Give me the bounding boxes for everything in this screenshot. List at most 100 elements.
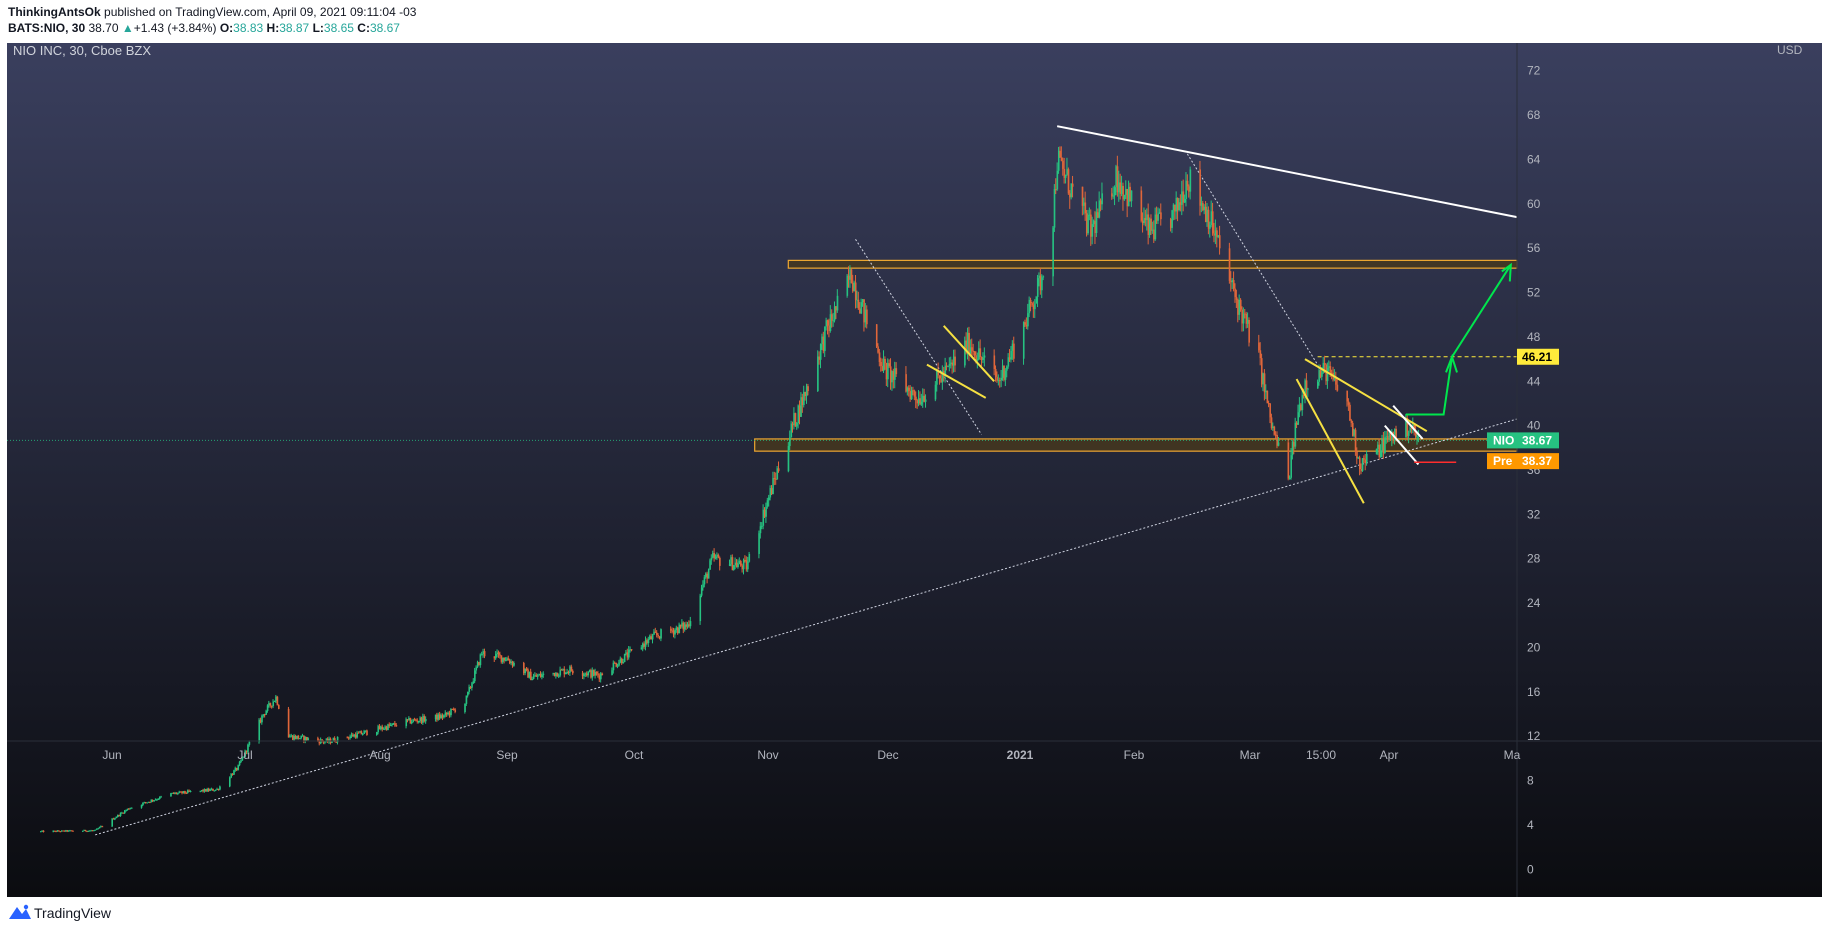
candle-body bbox=[1202, 203, 1204, 211]
y-tick-label: 20 bbox=[1527, 640, 1541, 654]
candle-body bbox=[922, 395, 924, 402]
candle-body bbox=[1070, 183, 1073, 198]
candle-body bbox=[1277, 442, 1280, 446]
candle-body bbox=[539, 674, 542, 678]
candle-body bbox=[1171, 210, 1173, 228]
candle-body bbox=[700, 587, 703, 596]
candle-body bbox=[744, 559, 746, 561]
candle-body bbox=[803, 392, 805, 406]
candle-body bbox=[588, 670, 591, 672]
candle-body bbox=[563, 669, 566, 675]
candle-body bbox=[1319, 370, 1322, 377]
candle-body bbox=[1022, 322, 1025, 359]
candle-body bbox=[714, 556, 717, 559]
candle-body bbox=[590, 670, 592, 678]
candle-body bbox=[1027, 313, 1029, 327]
candle-body bbox=[304, 737, 307, 741]
candle-body bbox=[737, 563, 739, 568]
candle-body bbox=[1148, 218, 1151, 236]
candle-body bbox=[440, 715, 443, 719]
symbol-label[interactable]: BATS:NIO, 30 bbox=[8, 21, 86, 35]
candle-body bbox=[979, 348, 982, 358]
candle-body bbox=[231, 774, 234, 776]
candle-body bbox=[335, 741, 338, 743]
candle-body bbox=[1056, 170, 1059, 190]
candle-body bbox=[84, 829, 87, 832]
candle-body bbox=[1248, 319, 1250, 343]
candle-body bbox=[475, 667, 478, 671]
candle-body bbox=[504, 660, 507, 662]
candle-body bbox=[86, 831, 88, 833]
candle-body bbox=[1417, 435, 1420, 437]
candle-body bbox=[447, 712, 450, 715]
candle-body bbox=[1321, 372, 1323, 377]
candle-body bbox=[437, 714, 440, 720]
candle-body bbox=[150, 799, 153, 803]
candle-body bbox=[826, 320, 829, 326]
candle-body bbox=[448, 712, 451, 716]
pre-price-badge bbox=[1517, 453, 1559, 470]
candle-body bbox=[1183, 198, 1186, 203]
candle-body bbox=[1036, 278, 1039, 298]
candle-body bbox=[185, 792, 188, 794]
candle-body bbox=[772, 478, 774, 494]
candle-body bbox=[500, 655, 503, 662]
candle-body bbox=[153, 800, 156, 802]
candle-body bbox=[1189, 169, 1192, 192]
candle-body bbox=[510, 661, 513, 664]
candle-body bbox=[278, 704, 280, 709]
tradingview-brand[interactable]: TradingView bbox=[34, 905, 112, 921]
candle-body bbox=[229, 777, 231, 787]
candle-body bbox=[493, 656, 496, 659]
candle-body bbox=[1071, 183, 1074, 187]
candle-body bbox=[682, 622, 685, 630]
candle-body bbox=[523, 662, 525, 674]
candle-body bbox=[1029, 299, 1032, 304]
candle-body bbox=[742, 559, 745, 570]
candle-body bbox=[464, 703, 466, 713]
candle-body bbox=[1059, 150, 1061, 158]
candle-body bbox=[829, 314, 832, 332]
candle-body bbox=[1101, 193, 1103, 205]
candle-body bbox=[271, 705, 273, 707]
candle-body bbox=[324, 741, 326, 743]
candle-body bbox=[378, 726, 381, 730]
candle-body bbox=[913, 390, 916, 397]
candle-body bbox=[797, 405, 800, 423]
candle-body bbox=[406, 719, 409, 721]
candle-body bbox=[790, 423, 793, 438]
candle-body bbox=[1003, 365, 1005, 380]
candle-body bbox=[971, 347, 973, 351]
candle-body bbox=[248, 741, 251, 745]
candle-body bbox=[941, 371, 944, 383]
candle-body bbox=[787, 446, 790, 472]
candle-body bbox=[654, 631, 657, 633]
pre-price-badge-text: 38.37 bbox=[1522, 454, 1552, 468]
close-value: 38.67 bbox=[369, 21, 400, 35]
decline-trendline-1 bbox=[855, 239, 982, 435]
candle-body bbox=[289, 736, 291, 738]
candle-body bbox=[765, 506, 767, 517]
candle-body bbox=[1169, 219, 1172, 228]
candle-body bbox=[199, 790, 202, 792]
candle-body bbox=[91, 830, 94, 832]
candle-body bbox=[1270, 417, 1273, 429]
candle-body bbox=[710, 557, 713, 561]
candle-body bbox=[1266, 390, 1269, 404]
chart-area[interactable]: 0 4 8 12 16 20 24 28 32 36 40 44 48 52 56 60 64 68 72 Jun J… bbox=[7, 43, 1822, 897]
candle-body bbox=[1154, 214, 1157, 240]
candle-body bbox=[506, 658, 508, 661]
candle-body bbox=[670, 629, 672, 631]
candle-body bbox=[1095, 212, 1098, 234]
tradingview-logo-icon[interactable] bbox=[8, 903, 32, 921]
candle-body bbox=[1347, 401, 1350, 405]
candle-body bbox=[1378, 444, 1381, 458]
candle-body bbox=[1126, 188, 1129, 207]
candle-body bbox=[119, 813, 122, 816]
candle-body bbox=[584, 673, 587, 675]
author-name[interactable]: ThinkingAntsOk bbox=[8, 5, 101, 19]
candle-body bbox=[418, 721, 420, 723]
candle-body bbox=[87, 830, 90, 832]
candle-body bbox=[331, 741, 333, 743]
